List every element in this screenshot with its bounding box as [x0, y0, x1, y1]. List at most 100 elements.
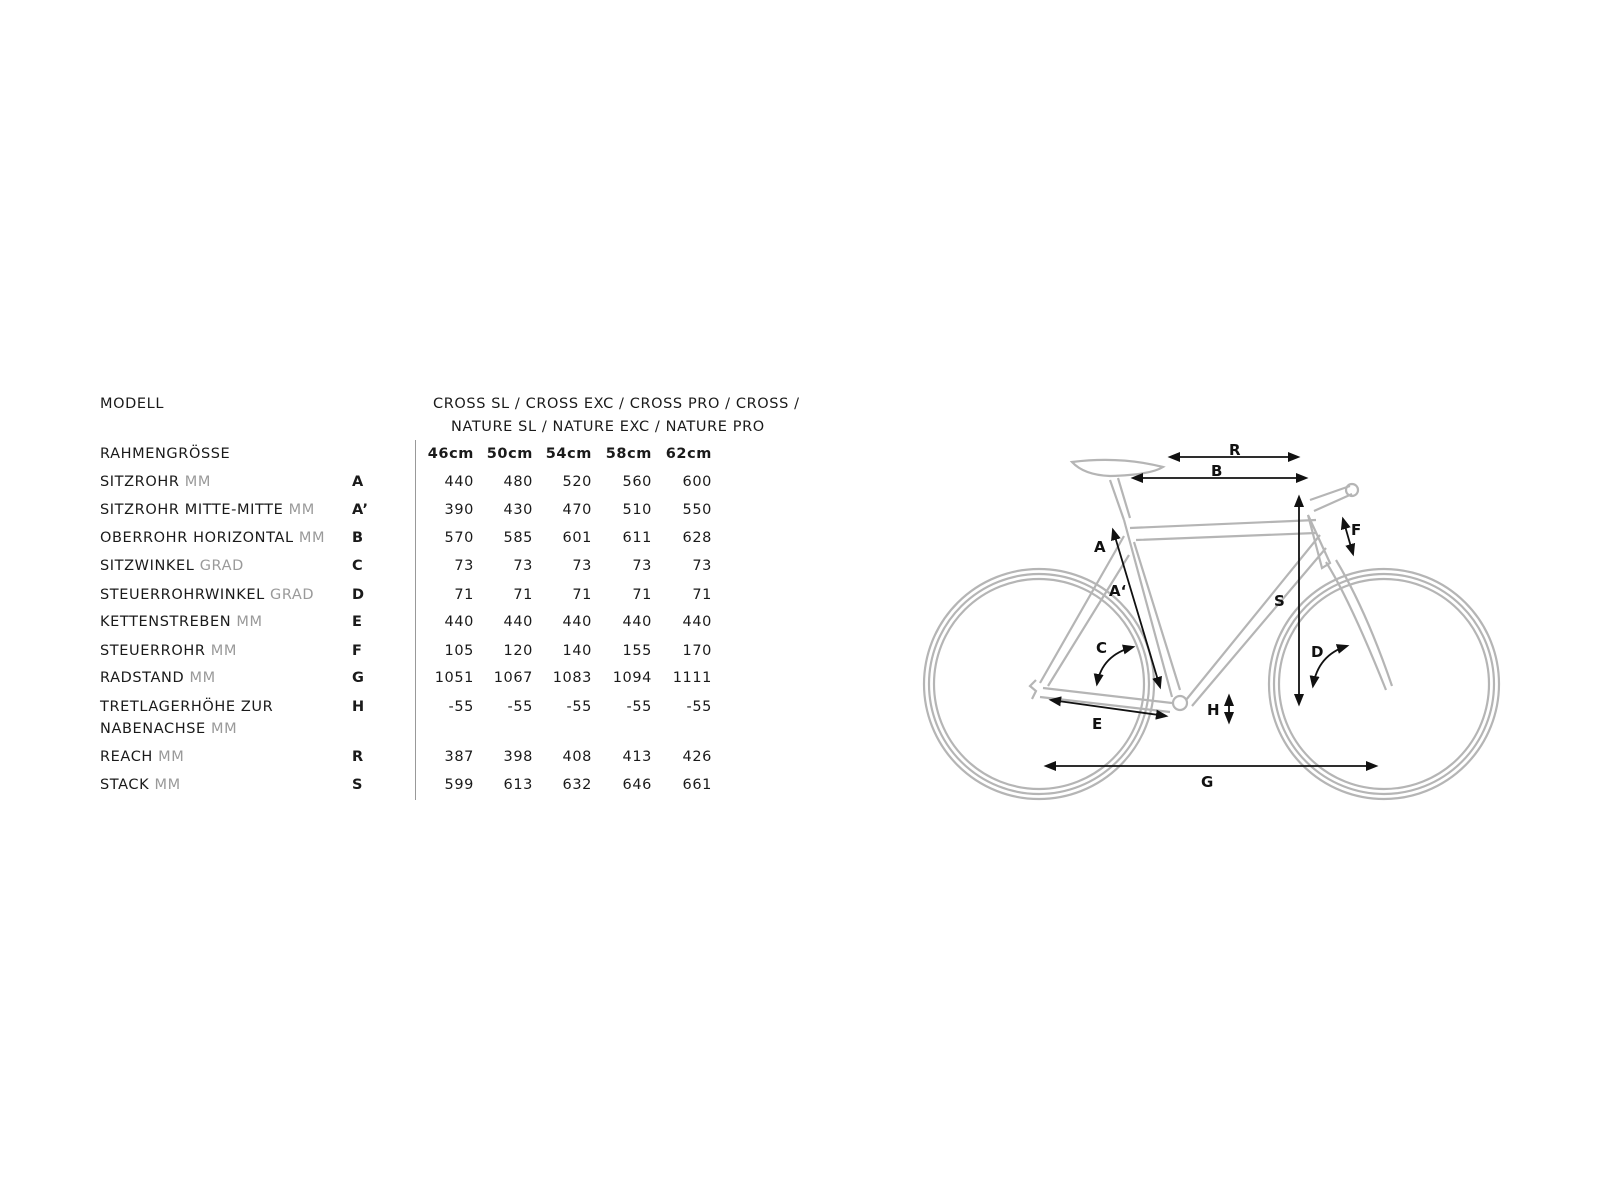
row-label: SITZROHR MITTE-MITTE MM — [100, 502, 315, 518]
row-value: 387 — [444, 749, 474, 765]
row-label-text: REACH — [100, 749, 153, 765]
row-value: 550 — [682, 502, 712, 518]
row-value: 628 — [682, 530, 712, 546]
row-value: -55 — [566, 699, 592, 715]
row-unit: MM — [154, 777, 181, 793]
row-value: 140 — [562, 643, 592, 659]
row-value: 73 — [454, 558, 474, 574]
row-value: 585 — [503, 530, 533, 546]
row-label: KETTENSTREBEN MM — [100, 614, 263, 630]
row-value: 470 — [562, 502, 592, 518]
row-value: 1094 — [612, 670, 652, 686]
row-value: 73 — [632, 558, 652, 574]
row-value: -55 — [448, 699, 474, 715]
row-value: 1083 — [552, 670, 592, 686]
row-value: 390 — [444, 502, 474, 518]
label-e: E — [1092, 715, 1102, 733]
row-label: STEUERROHRWINKEL GRAD — [100, 587, 314, 603]
row-value: 408 — [562, 749, 592, 765]
row-label: TRETLAGERHÖHE ZUR — [100, 699, 273, 715]
row-label-text: OBERROHR HORIZONTAL — [100, 530, 294, 546]
row-value: 73 — [513, 558, 533, 574]
label-g: G — [1201, 773, 1213, 791]
label-c: C — [1096, 639, 1107, 657]
frame-size-header: 62cm — [665, 446, 712, 462]
row-value: 71 — [692, 587, 712, 603]
seat-tube-arrow — [1111, 527, 1162, 690]
row-label: STEUERROHR MM — [100, 643, 237, 659]
head-tube-arrow — [1340, 516, 1356, 557]
row-label: SITZROHR MM — [100, 474, 211, 490]
row-unit: MM — [211, 721, 238, 737]
row-label-text: SITZROHR MITTE-MITTE — [100, 502, 284, 518]
chainstay-arrow — [1048, 696, 1169, 720]
row-value: 599 — [444, 777, 474, 793]
label-d: D — [1311, 643, 1323, 661]
row-value: 71 — [454, 587, 474, 603]
row-unit: MM — [158, 749, 185, 765]
row-unit: MM — [288, 502, 315, 518]
label-f: F — [1351, 521, 1361, 539]
row-value: 105 — [444, 643, 474, 659]
row-value: 510 — [622, 502, 652, 518]
label-b: B — [1211, 462, 1222, 480]
row-letter: A — [352, 474, 364, 490]
bike-frame — [1028, 458, 1394, 714]
row-value: 661 — [682, 777, 712, 793]
frame-size-header: 54cm — [545, 446, 592, 462]
row-value: 632 — [562, 777, 592, 793]
frame-size-header: 58cm — [605, 446, 652, 462]
row-value: 71 — [572, 587, 592, 603]
row-unit: MM — [236, 614, 263, 630]
row-value: 1051 — [434, 670, 474, 686]
row-label-text: NABENACHSE — [100, 721, 206, 737]
row-value: 398 — [503, 749, 533, 765]
row-value: 73 — [572, 558, 592, 574]
row-value: 570 — [444, 530, 474, 546]
row-label-text: TRETLAGERHÖHE ZUR — [100, 699, 274, 715]
row-label-line2: NABENACHSE MM — [100, 721, 237, 737]
column-divider — [415, 440, 416, 800]
row-value: 440 — [503, 614, 533, 630]
label-a: A — [1094, 538, 1106, 556]
row-value: 1067 — [493, 670, 533, 686]
row-value: 426 — [682, 749, 712, 765]
frame-size-header: 46cm — [427, 446, 474, 462]
row-letter: E — [352, 614, 363, 630]
row-value: 430 — [503, 502, 533, 518]
row-label-text: SITZWINKEL — [100, 558, 195, 574]
row-value: 520 — [562, 474, 592, 490]
row-label: STACK MM — [100, 777, 181, 793]
row-value: 71 — [632, 587, 652, 603]
row-value: 120 — [503, 643, 533, 659]
seat-angle-arrow — [1093, 644, 1136, 687]
label-a-prime: A‘ — [1109, 582, 1126, 600]
row-value: 170 — [682, 643, 712, 659]
frame-size-label: RAHMENGRÖSSE — [100, 446, 231, 462]
label-h: H — [1207, 701, 1220, 719]
row-label-text: STEUERROHR — [100, 643, 206, 659]
row-value: 600 — [682, 474, 712, 490]
row-letter: B — [352, 530, 364, 546]
row-value: 646 — [622, 777, 652, 793]
row-unit: MM — [184, 474, 211, 490]
row-value: 73 — [692, 558, 712, 574]
row-value: -55 — [507, 699, 533, 715]
row-letter: F — [352, 643, 363, 659]
row-label-text: STEUERROHRWINKEL — [100, 587, 265, 603]
row-unit: MM — [189, 670, 216, 686]
row-label: RADSTAND MM — [100, 670, 216, 686]
row-value: 1111 — [672, 670, 712, 686]
row-label: SITZWINKEL GRAD — [100, 558, 244, 574]
row-value: 440 — [444, 614, 474, 630]
row-letter: S — [352, 777, 364, 793]
row-letter: R — [352, 749, 364, 765]
row-letter: C — [352, 558, 364, 574]
row-unit: GRAD — [199, 558, 244, 574]
row-label-text: SITZROHR — [100, 474, 180, 490]
frame-size-header: 50cm — [486, 446, 533, 462]
head-angle-arrow — [1309, 644, 1350, 689]
row-label-text: STACK — [100, 777, 150, 793]
model-names-line2: NATURE SL / NATURE EXC / NATURE PRO — [451, 419, 765, 435]
